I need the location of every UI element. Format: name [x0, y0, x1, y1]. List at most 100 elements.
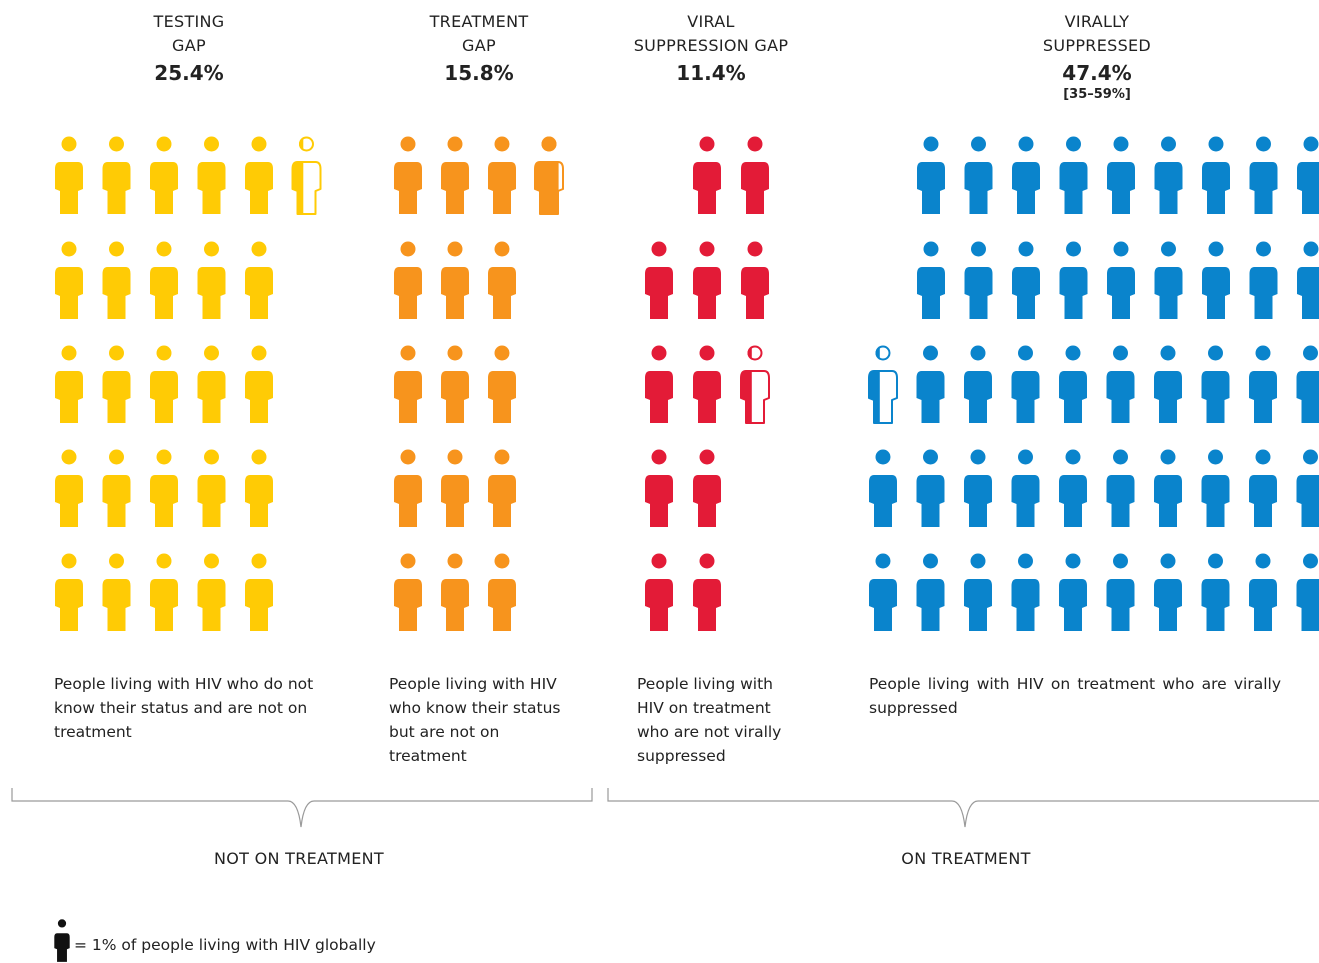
group-label-on-treatment: ON TREATMENT	[901, 849, 1031, 868]
person-icon	[1106, 553, 1135, 631]
description-testing-gap: People living with HIV who do not know t…	[54, 675, 314, 741]
person-icon	[1201, 345, 1230, 423]
person-icon	[1296, 345, 1319, 423]
person-icon	[55, 241, 83, 319]
category-range: [35–59%]	[1063, 87, 1131, 102]
category-value: 25.4%	[154, 61, 224, 85]
category-name: VIRALLY SUPPRESSED	[1042, 12, 1152, 55]
person-icon	[55, 449, 83, 527]
person-icon	[245, 345, 273, 423]
person-icon	[291, 136, 322, 215]
category-value: 11.4%	[676, 61, 746, 85]
header-virally-suppressed: VIRALLY SUPPRESSED 47.4% [35–59%]	[987, 10, 1207, 102]
description-viral-suppression-gap: People living with HIV on treatment who …	[637, 675, 782, 765]
person-icon	[1059, 553, 1087, 631]
person-icon	[441, 136, 469, 214]
person-icon	[645, 449, 673, 527]
person-icon	[1012, 136, 1040, 214]
person-icon	[1011, 449, 1040, 527]
person-icon	[441, 553, 469, 631]
person-icon	[102, 553, 131, 631]
person-icon	[1202, 241, 1230, 319]
person-icon	[1059, 345, 1087, 423]
person-icon	[488, 553, 516, 631]
person-icon	[1107, 241, 1135, 319]
legend-text: = 1% of people living with HIV globally	[74, 936, 376, 954]
person-icon	[1249, 136, 1278, 214]
header-treatment-gap: TREATMENT GAP 15.8%	[369, 10, 589, 88]
person-icon	[741, 241, 769, 319]
description-treatment-gap: People living with HIV who know their st…	[389, 675, 561, 765]
person-icon	[916, 449, 945, 527]
brace-not-on-treatment	[11, 788, 593, 828]
person-icon	[917, 136, 945, 214]
person-icon	[964, 553, 992, 631]
person-icon	[150, 553, 178, 631]
person-icon	[197, 553, 226, 631]
category-value: 15.8%	[444, 61, 514, 85]
person-icon	[102, 136, 131, 214]
person-icon	[150, 345, 178, 423]
person-icon	[1202, 136, 1230, 214]
person-icon	[741, 136, 769, 214]
person-icon	[102, 449, 131, 527]
person-icon	[1249, 449, 1277, 527]
brace-on-treatment	[607, 788, 1319, 828]
person-icon	[740, 345, 770, 424]
category-name: TESTING GAP	[153, 12, 225, 55]
person-icon	[916, 345, 945, 423]
person-icon	[1249, 241, 1278, 319]
person-icon	[1011, 553, 1040, 631]
person-icon	[197, 449, 226, 527]
series-testing-gap	[55, 136, 322, 631]
person-icon	[1296, 553, 1319, 631]
person-icon	[693, 553, 721, 631]
person-icon	[1296, 449, 1319, 527]
person-icon	[1059, 449, 1087, 527]
person-icon	[645, 241, 673, 319]
person-icon	[245, 553, 273, 631]
person-icon	[1154, 241, 1183, 319]
person-icon	[1154, 136, 1183, 214]
group-braces	[11, 788, 1319, 828]
series-viral-suppression-gap	[645, 136, 770, 631]
person-icon	[693, 241, 721, 319]
person-icon	[197, 345, 226, 423]
person-icon	[916, 553, 945, 631]
person-icon	[394, 449, 422, 527]
person-icon	[394, 345, 422, 423]
category-name: VIRAL SUPPRESSION GAP	[633, 12, 789, 55]
person-icon	[964, 345, 992, 423]
person-icon	[645, 553, 673, 631]
person-icon	[693, 136, 721, 214]
header-viral-suppression-gap: VIRAL SUPPRESSION GAP 11.4%	[601, 10, 821, 88]
person-icon	[102, 345, 131, 423]
description-virally-suppressed: People living with HIV on treatment who …	[869, 675, 1281, 717]
person-icon	[197, 241, 226, 319]
series-virally-suppressed	[868, 136, 1319, 631]
person-icon	[869, 449, 897, 527]
person-icon	[1201, 553, 1230, 631]
header-testing-gap: TESTING GAP 25.4%	[79, 10, 299, 88]
category-name: TREATMENT GAP	[429, 12, 529, 55]
person-icon	[102, 241, 131, 319]
person-icon	[645, 345, 673, 423]
person-icon	[245, 136, 273, 214]
person-icon	[1012, 241, 1040, 319]
person-icon	[1106, 449, 1135, 527]
person-icon	[488, 136, 516, 214]
person-icon	[1154, 553, 1182, 631]
person-icon	[55, 136, 83, 214]
person-icon	[534, 136, 564, 215]
person-icon	[197, 136, 226, 214]
person-icon	[869, 553, 897, 631]
person-icon	[245, 241, 273, 319]
person-icon	[1011, 345, 1040, 423]
person-icon	[693, 449, 721, 527]
person-icon	[394, 241, 422, 319]
person-icon	[693, 345, 721, 423]
category-value: 47.4%	[1062, 61, 1132, 85]
person-icon	[1059, 241, 1088, 319]
legend-person	[54, 919, 70, 962]
person-icon	[1249, 345, 1277, 423]
